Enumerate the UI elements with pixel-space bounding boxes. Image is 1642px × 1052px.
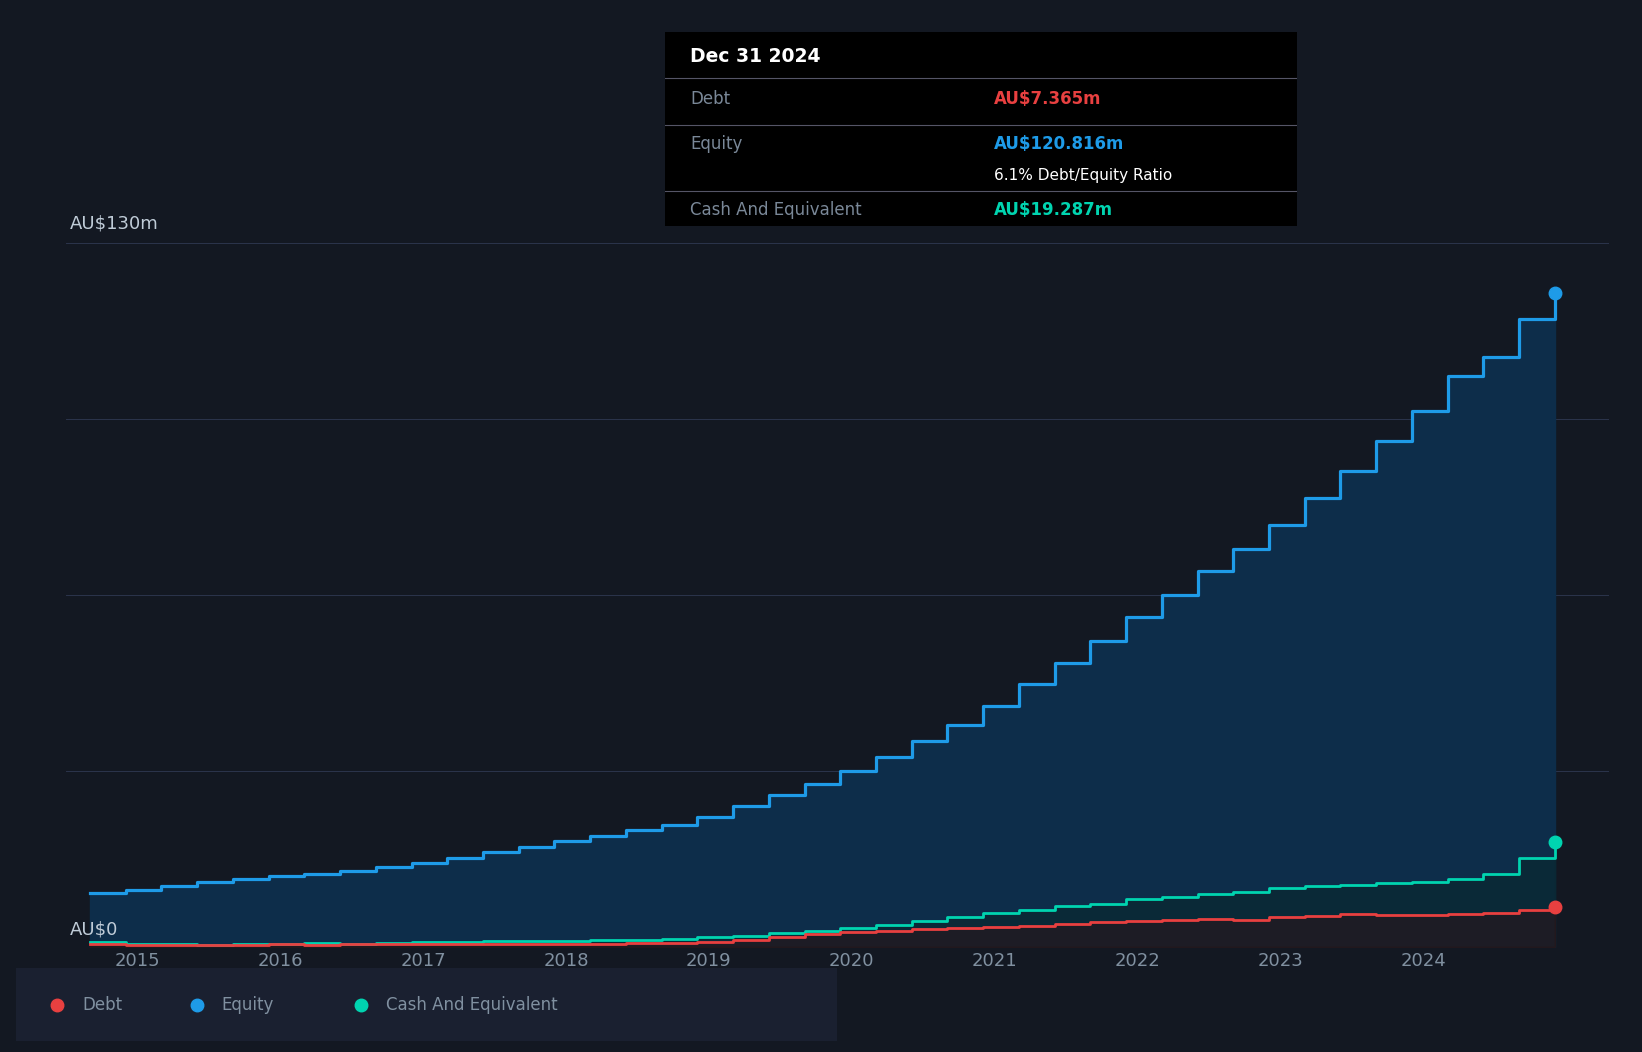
Text: AU$130m: AU$130m (71, 215, 159, 232)
Text: Cash And Equivalent: Cash And Equivalent (690, 201, 862, 219)
Text: Equity: Equity (222, 995, 274, 1014)
Text: Equity: Equity (690, 135, 742, 153)
Text: Dec 31 2024: Dec 31 2024 (690, 47, 821, 66)
Text: AU$7.365m: AU$7.365m (993, 90, 1102, 108)
Text: AU$120.816m: AU$120.816m (993, 135, 1125, 153)
Text: Debt: Debt (82, 995, 122, 1014)
Text: AU$0: AU$0 (71, 920, 118, 938)
Text: Cash And Equivalent: Cash And Equivalent (386, 995, 558, 1014)
Text: Debt: Debt (690, 90, 731, 108)
Text: AU$19.287m: AU$19.287m (993, 201, 1113, 219)
Text: 6.1% Debt/Equity Ratio: 6.1% Debt/Equity Ratio (993, 167, 1172, 183)
